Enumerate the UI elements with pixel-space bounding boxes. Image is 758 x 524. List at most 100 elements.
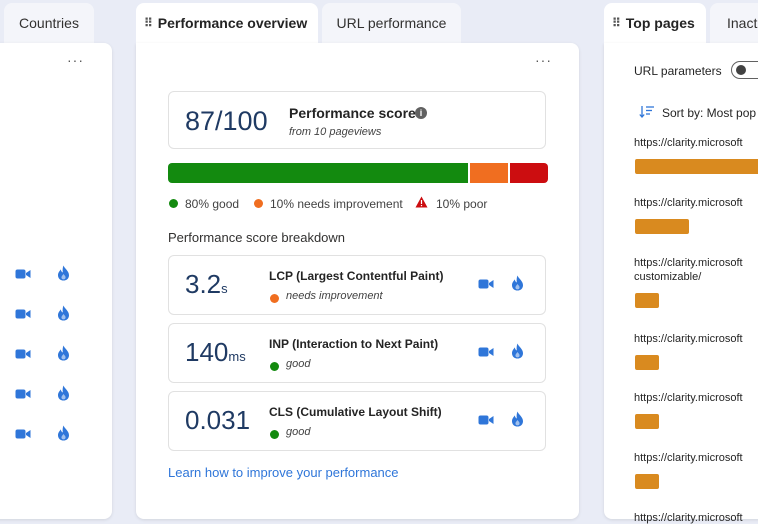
heatmap-icon-wrap[interactable] (57, 425, 70, 446)
metric-status-dot (270, 362, 279, 371)
heatmap-icon-wrap[interactable] (511, 343, 524, 364)
breakdown-title: Performance score breakdown (168, 230, 346, 245)
recording-icon[interactable] (15, 348, 31, 360)
heatmap-icon[interactable] (57, 385, 70, 401)
url-parameters-toggle[interactable] (731, 61, 758, 79)
tab-performance-overview-label: Performance overview (157, 15, 308, 31)
recording-icon-wrap[interactable] (15, 427, 31, 445)
info-icon[interactable]: i (415, 107, 427, 119)
heatmap-icon[interactable] (57, 345, 70, 361)
tab-inactive[interactable]: Inact (710, 3, 758, 43)
tab-countries-label: Countries (19, 15, 79, 31)
metric-unit: s (221, 281, 228, 296)
recording-icon[interactable] (478, 414, 494, 426)
good-segment (168, 163, 468, 183)
tab-top-pages[interactable]: ⠿ Top pages (604, 3, 706, 43)
heatmap-icon[interactable] (57, 305, 70, 321)
drag-grip-icon[interactable]: ⠿ (144, 16, 153, 30)
metric-row[interactable]: 140ms INP (Interaction to Next Paint) go… (168, 323, 546, 383)
tab-performance-overview[interactable]: ⠿ Performance overview (136, 3, 318, 43)
page-url[interactable]: https://clarity.microsoft (634, 452, 743, 464)
heatmap-icon[interactable] (511, 343, 524, 359)
metric-name: INP (Interaction to Next Paint) (269, 337, 439, 351)
metric-name: CLS (Cumulative Layout Shift) (269, 405, 442, 419)
sort-icon[interactable] (639, 104, 655, 120)
recording-icon[interactable] (15, 308, 31, 320)
needs-improvement-legend-dot (254, 199, 263, 208)
heatmap-icon-wrap[interactable] (57, 305, 70, 326)
metric-unit: ms (228, 349, 246, 364)
poor-legend-label: 10% poor (436, 197, 488, 211)
metric-status: needs improvement (286, 290, 383, 302)
needs-improvement-segment (470, 163, 508, 183)
heatmap-icon-wrap[interactable] (511, 411, 524, 432)
recording-icon[interactable] (478, 278, 494, 290)
countries-card (0, 43, 112, 519)
page-views-bar (635, 474, 659, 489)
page-views-bar (635, 159, 758, 174)
poor-segment (510, 163, 548, 183)
metric-status-dot (270, 294, 279, 303)
metric-name: LCP (Largest Contentful Paint) (269, 269, 444, 283)
learn-more-link[interactable]: Learn how to improve your performance (168, 465, 399, 480)
metric-number: 0.031 (185, 405, 251, 435)
recording-icon-wrap[interactable] (15, 307, 31, 325)
recording-icon[interactable] (15, 268, 31, 280)
performance-score-box: 87/100 Performance score i from 10 pagev… (168, 91, 546, 149)
recording-icon[interactable] (478, 346, 494, 358)
warning-icon (415, 196, 428, 208)
heatmap-icon[interactable] (511, 275, 524, 291)
metric-value: 140ms (185, 337, 246, 368)
page-url[interactable]: customizable/ (634, 271, 702, 283)
recording-icon-wrap[interactable] (478, 345, 494, 363)
sort-by-label[interactable]: Sort by: Most pop (662, 106, 757, 120)
performance-score-value: 87/100 (185, 106, 268, 136)
page-views-bar (635, 219, 689, 234)
more-options-icon[interactable]: ··· (535, 52, 552, 68)
top-pages-card (604, 43, 758, 519)
more-options-icon[interactable]: ··· (67, 52, 84, 68)
recording-icon-wrap[interactable] (478, 277, 494, 295)
tab-inactive-label: Inact (727, 15, 758, 31)
recording-icon-wrap[interactable] (15, 387, 31, 405)
recording-icon-wrap[interactable] (15, 347, 31, 365)
recording-icon[interactable] (15, 388, 31, 400)
recording-icon-wrap[interactable] (15, 267, 31, 285)
metric-status-dot (270, 430, 279, 439)
tab-top-pages-label: Top pages (625, 15, 695, 31)
heatmap-icon-wrap[interactable] (511, 275, 524, 296)
recording-icon[interactable] (15, 428, 31, 440)
page-url[interactable]: https://clarity.microsoft (634, 512, 743, 524)
metric-row[interactable]: 3.2s LCP (Largest Contentful Paint) need… (168, 255, 546, 315)
metric-value: 0.031 (185, 405, 250, 436)
good-legend-label: 80% good (185, 197, 240, 211)
performance-score-subtitle: from 10 pageviews (289, 126, 382, 138)
heatmap-icon[interactable] (57, 265, 70, 281)
page-url[interactable]: https://clarity.microsoft (634, 257, 743, 269)
metric-status: good (286, 426, 311, 438)
performance-card (136, 43, 579, 519)
metric-status: good (286, 358, 311, 370)
drag-grip-icon[interactable]: ⠿ (612, 16, 621, 30)
page-url[interactable]: https://clarity.microsoft (634, 137, 743, 149)
tab-url-performance-label: URL performance (336, 15, 447, 31)
page-url[interactable]: https://clarity.microsoft (634, 333, 743, 345)
page-views-bar (635, 414, 659, 429)
page-url[interactable]: https://clarity.microsoft (634, 197, 743, 209)
heatmap-icon-wrap[interactable] (57, 345, 70, 366)
heatmap-icon[interactable] (511, 411, 524, 427)
recording-icon-wrap[interactable] (478, 413, 494, 431)
toggle-knob (736, 65, 746, 75)
performance-score-title: Performance score (289, 105, 416, 121)
heatmap-icon-wrap[interactable] (57, 385, 70, 406)
tab-url-performance[interactable]: URL performance (322, 3, 461, 43)
page-views-bar (635, 293, 659, 308)
metric-row[interactable]: 0.031 CLS (Cumulative Layout Shift) good (168, 391, 546, 451)
page-url[interactable]: https://clarity.microsoft (634, 392, 743, 404)
page-views-bar (635, 355, 659, 370)
metric-value: 3.2s (185, 269, 228, 300)
tab-countries[interactable]: Countries (4, 3, 94, 43)
heatmap-icon[interactable] (57, 425, 70, 441)
metric-number: 140 (185, 337, 229, 367)
heatmap-icon-wrap[interactable] (57, 265, 70, 286)
